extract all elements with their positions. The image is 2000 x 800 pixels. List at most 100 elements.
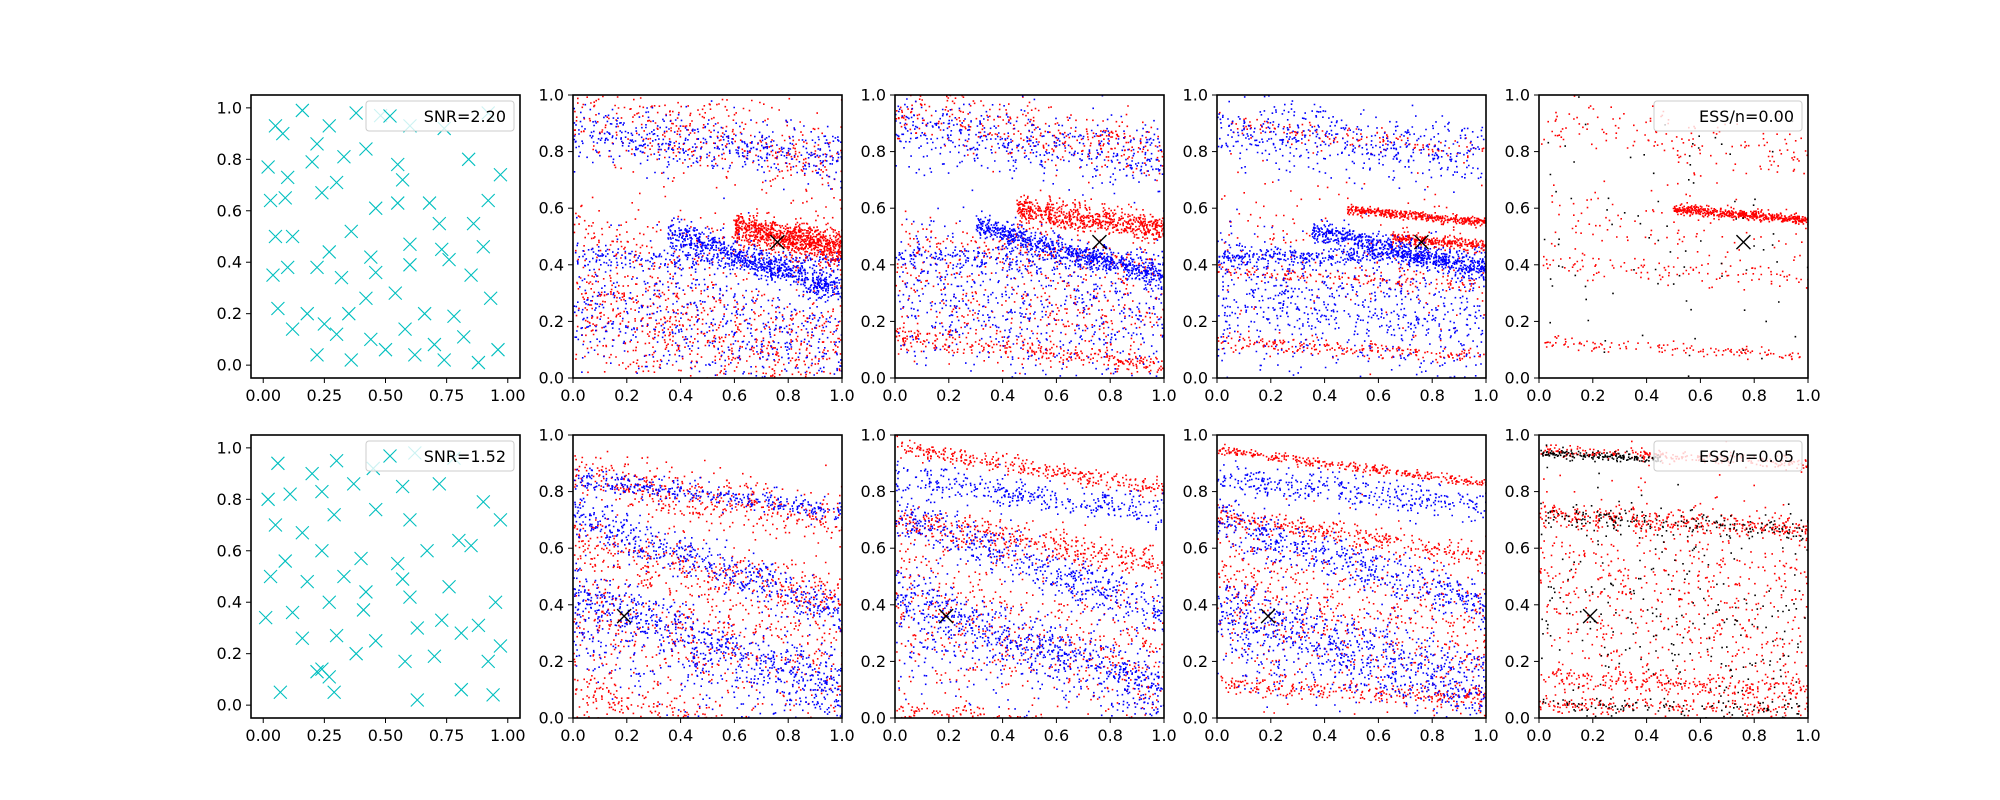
x-tick-label: 1.0 <box>829 386 854 405</box>
y-tick-label: 1.0 <box>1505 426 1530 445</box>
plot-area <box>261 103 508 370</box>
data-point-1 <box>305 466 320 481</box>
legend-box <box>1653 100 1803 132</box>
y-tick-label: 1.0 <box>1183 426 1208 445</box>
legend: ESS/n=0.05 <box>1653 440 1803 472</box>
data-point-26 <box>263 569 278 584</box>
y-tick-label: 0.4 <box>217 593 242 612</box>
data-point-1 <box>275 126 290 141</box>
sample-series-3 <box>1311 219 1486 288</box>
sample-band-1 <box>1539 502 1808 543</box>
plot-area <box>1217 443 1486 718</box>
data-point-33 <box>285 605 300 620</box>
y-tick-label: 0.8 <box>217 490 242 509</box>
y-tick-label: 0.0 <box>539 369 564 388</box>
data-point-54 <box>327 685 342 700</box>
x-tick-label: 0.4 <box>1634 726 1659 745</box>
sample-series-1 <box>573 100 842 378</box>
x-tick-label: 0.0 <box>1204 386 1229 405</box>
data-point-21 <box>315 543 329 558</box>
legend-label: ESS/n=0.05 <box>1699 447 1794 466</box>
x-tick-label: 0.75 <box>429 386 465 405</box>
x-tick-label: 0.6 <box>1688 386 1713 405</box>
sample-series-0 <box>895 435 1164 718</box>
data-point-28 <box>337 569 351 584</box>
legend-box <box>365 440 515 472</box>
sample-band-2 <box>898 702 1089 718</box>
data-point-60 <box>491 342 505 357</box>
sample-series-2 <box>1346 203 1486 255</box>
data-point-12 <box>305 155 320 169</box>
sample-band-0 <box>1311 219 1486 288</box>
sample-band-1 <box>573 496 842 633</box>
x-tick-label: 0.6 <box>722 726 747 745</box>
legend: SNR=1.52 <box>365 440 515 472</box>
data-point-35 <box>434 242 449 257</box>
data-point-46 <box>300 306 315 321</box>
x-tick-label: 0.00 <box>245 386 281 405</box>
x-tick-label: 0.4 <box>990 726 1015 745</box>
data-point-13 <box>268 518 283 532</box>
x-tick-label: 1.0 <box>1151 386 1176 405</box>
x-tick-label: 0.8 <box>1097 386 1122 405</box>
y-tick-label: 0.6 <box>539 199 564 218</box>
x-tick-label: 0.0 <box>560 726 585 745</box>
y-tick-label: 1.0 <box>861 426 886 445</box>
x-tick-label: 0.50 <box>368 726 404 745</box>
x-tick-label: 1.0 <box>1795 726 1820 745</box>
sample-band-3 <box>1540 466 1808 718</box>
data-point-16 <box>395 173 410 187</box>
x-tick-label: 0.2 <box>936 726 961 745</box>
sample-band-2 <box>1542 695 1808 718</box>
sample-band-3 <box>1217 493 1486 717</box>
x-tick-label: 0.8 <box>1741 386 1766 405</box>
data-point-42 <box>368 633 383 648</box>
data-point-11 <box>432 476 447 491</box>
data-point-10 <box>395 479 410 494</box>
legend-label: SNR=1.52 <box>424 447 506 466</box>
data-point-20 <box>278 191 293 205</box>
y-tick-label: 0.6 <box>861 199 886 218</box>
x-tick-label: 0.8 <box>775 386 800 405</box>
data-point-58 <box>427 337 442 352</box>
data-point-50 <box>388 286 403 300</box>
x-tick-label: 0.2 <box>1580 726 1605 745</box>
data-point-15 <box>327 507 342 522</box>
data-point-27 <box>466 216 481 231</box>
sample-series-1 <box>573 467 842 718</box>
data-point-51 <box>417 306 432 321</box>
x-tick-label: 0.2 <box>614 726 639 745</box>
x-tick-label: 0.2 <box>1258 726 1283 745</box>
y-tick-label: 0.6 <box>539 539 564 558</box>
y-tick-label: 0.2 <box>1183 312 1208 331</box>
data-point-10 <box>261 160 276 174</box>
panel-row2-col2: 0.0 0.2 0.4 0.6 0.8 1.0 0.0 0.2 0.4 0.6 0.8 1.0 <box>539 426 855 746</box>
data-point-59 <box>456 329 471 344</box>
sample-band-3 <box>573 528 842 714</box>
y-tick-label: 1.0 <box>217 98 242 117</box>
data-point-6 <box>261 492 276 507</box>
sample-series-1 <box>895 95 1164 378</box>
x-tick-label: 0.4 <box>1312 726 1337 745</box>
x-tick-label: 0.8 <box>1097 726 1122 745</box>
sample-band-2 <box>1217 584 1486 717</box>
x-tick-label: 0.0 <box>1204 726 1229 745</box>
sample-band-2 <box>575 204 842 378</box>
y-tick-label: 0.4 <box>539 255 564 274</box>
data-point-39 <box>258 610 273 625</box>
data-point-7 <box>283 487 298 502</box>
data-point-40 <box>334 270 349 285</box>
data-point-24 <box>420 543 434 558</box>
sample-series-1 <box>1673 203 1808 226</box>
data-point-33 <box>363 250 378 264</box>
plot-area <box>573 450 842 718</box>
data-point-66 <box>471 355 486 370</box>
y-tick-label: 0.4 <box>1505 595 1530 614</box>
data-point-2 <box>329 453 344 468</box>
sample-band-0 <box>975 210 1164 292</box>
y-tick-label: 0.6 <box>1505 199 1530 218</box>
x-tick-label: 0.6 <box>722 386 747 405</box>
y-tick-label: 0.8 <box>1183 142 1208 161</box>
true-parameter-marker <box>1413 234 1429 250</box>
data-point-52 <box>481 654 496 669</box>
